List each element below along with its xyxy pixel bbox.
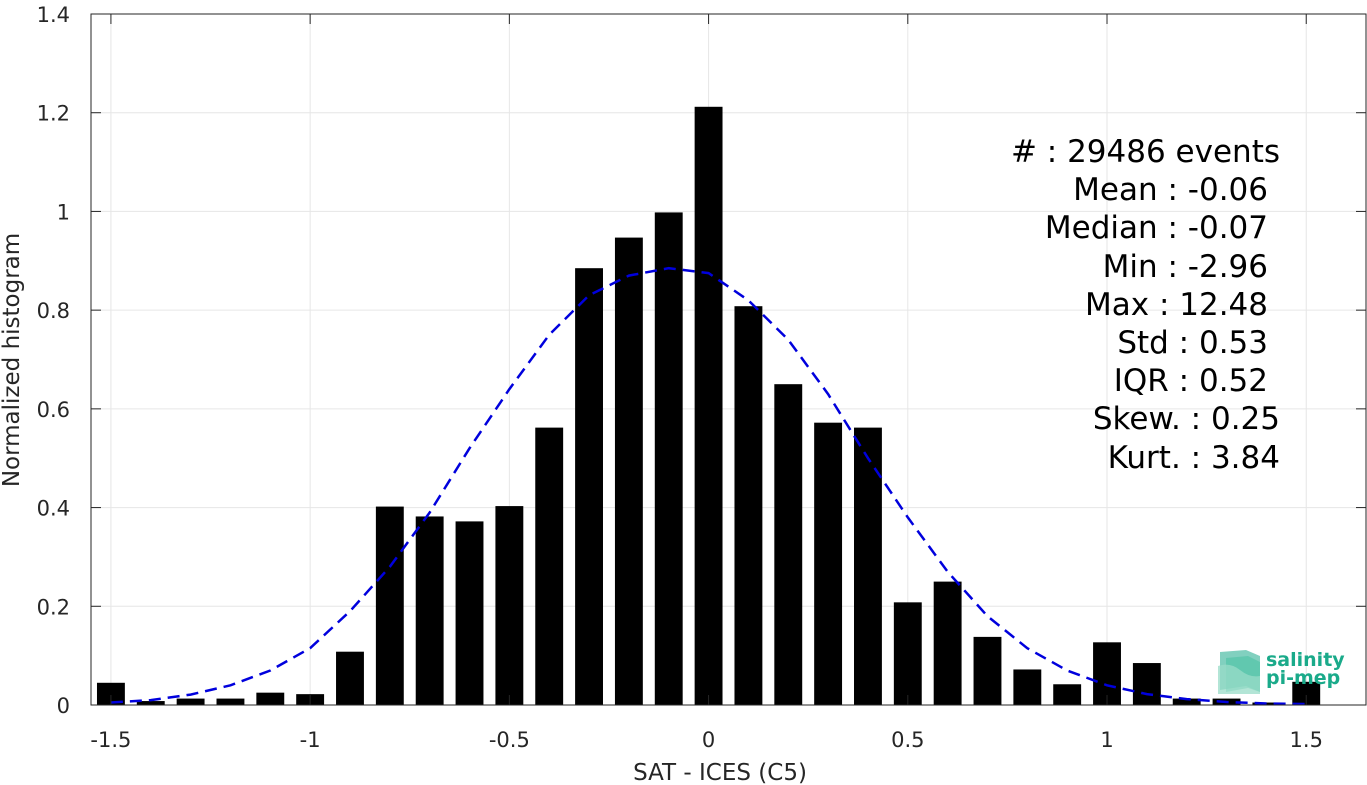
- histogram-bar: [734, 306, 763, 705]
- histogram-bar: [256, 692, 285, 705]
- histogram-bar: [1132, 663, 1161, 705]
- y-axis-ticks: 0 0.2 0.4 0.6 0.8 1 1.2 1.4: [37, 3, 1366, 718]
- histogram-bar: [455, 521, 484, 705]
- histogram-bar: [614, 237, 643, 705]
- histogram-bar: [495, 506, 524, 705]
- histogram-bar: [575, 268, 603, 705]
- histogram-bar: [216, 698, 245, 705]
- histogram-bar: [1013, 669, 1042, 705]
- histogram-bar: [96, 682, 125, 705]
- stat-mean: Mean : -0.06: [1073, 172, 1268, 209]
- histogram-bar: [1093, 642, 1121, 705]
- histogram-bar: [814, 422, 843, 705]
- x-axis-ticks: -1.5 -1 -0.5 0 0.5 1 1.5: [90, 14, 1323, 752]
- x-tick-label: 1.5: [1290, 728, 1323, 752]
- wave-logo-icon: [1218, 650, 1260, 694]
- y-tick-label: 0.4: [37, 497, 70, 521]
- histogram-bars: [96, 106, 1321, 705]
- stat-iqr: IQR : 0.52: [1113, 363, 1268, 400]
- histogram-bar: [535, 427, 564, 705]
- histogram-bar: [375, 506, 404, 705]
- stat-min: Min : -2.96: [1102, 248, 1268, 285]
- x-axis-label: SAT - ICES (C5): [633, 760, 807, 785]
- logo-text-pimep: pi-mep: [1266, 667, 1341, 689]
- y-tick-label: 0.2: [37, 595, 70, 619]
- y-tick-label: 1.2: [37, 102, 70, 126]
- histogram-bar: [1053, 684, 1082, 705]
- x-tick-label: -1.5: [90, 728, 131, 752]
- y-tick-label: 0.8: [37, 299, 70, 323]
- x-tick-label: 0: [702, 728, 715, 752]
- stat-std: Std : 0.53: [1117, 325, 1268, 362]
- histogram-bar: [415, 516, 444, 705]
- histogram-bar: [933, 581, 962, 705]
- histogram-bar: [1172, 698, 1201, 705]
- plot-frame: [90, 13, 1367, 706]
- grid-lines: [91, 13, 1366, 706]
- x-tick-label: 0.5: [891, 728, 924, 752]
- normal-fit-curve: [110, 266, 1307, 706]
- y-tick-label: 0.6: [37, 398, 70, 422]
- stat-max: Max : 12.48: [1085, 286, 1268, 323]
- y-axis-label: Normalized histogram: [0, 233, 25, 487]
- stat-skew: Skew. : 0.25: [1092, 401, 1280, 438]
- stat-kurt: Kurt. : 3.84: [1107, 439, 1280, 476]
- stat-events: # : 29486 events: [1010, 134, 1280, 170]
- normal-fit-line: [110, 266, 1307, 706]
- statistics-box: # : 29486 events Mean : -0.06 Median : -…: [950, 133, 1280, 477]
- histogram-bar: [136, 701, 165, 705]
- stat-median: Median : -0.07: [1044, 210, 1268, 247]
- x-tick-label: 1: [1100, 728, 1113, 752]
- histogram-bar: [694, 106, 723, 705]
- logo-text-salinity: salinity: [1266, 649, 1345, 671]
- salinity-pimep-logo: salinity pi-mep: [1216, 646, 1346, 696]
- x-tick-label: -0.5: [489, 728, 530, 752]
- histogram-bar: [854, 427, 882, 705]
- y-tick-label: 0: [57, 694, 70, 718]
- x-tick-label: -1: [300, 728, 321, 752]
- histogram-bar: [893, 602, 922, 705]
- histogram-bar: [973, 636, 1002, 705]
- axes-frame: [90, 13, 1367, 706]
- y-tick-label: 1: [57, 200, 70, 224]
- histogram-bar: [654, 212, 683, 705]
- histogram-bar: [176, 698, 205, 705]
- y-tick-label: 1.4: [37, 3, 70, 27]
- histogram-bar: [774, 384, 803, 705]
- histogram-bar: [336, 651, 364, 705]
- histogram-bar: [1292, 681, 1321, 705]
